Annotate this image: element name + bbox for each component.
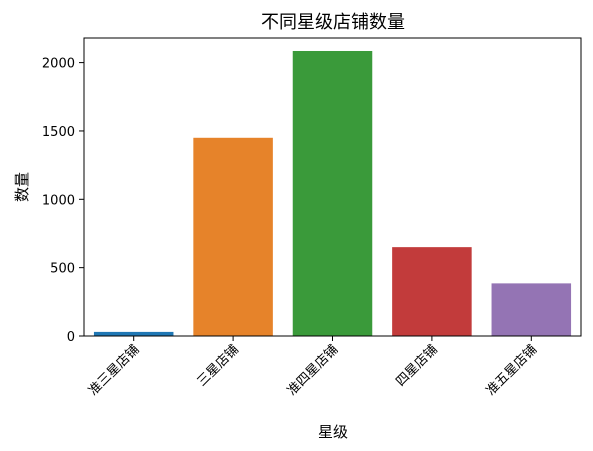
x-axis-ticks: 准三星店铺 三星店铺 准四星店铺 四星店铺 准五星店铺	[86, 336, 540, 399]
y-tick-label: 1000	[42, 193, 75, 208]
y-tick-label: 0	[67, 330, 75, 345]
chart-title: 不同星级店铺数量	[261, 12, 405, 33]
y-tick-label: 500	[50, 262, 75, 277]
bar-5	[491, 283, 572, 336]
x-tick-label: 准四星店铺	[285, 342, 342, 399]
x-tick-label: 准三星店铺	[86, 342, 143, 399]
x-tick-label: 四星店铺	[393, 342, 440, 389]
bar-3	[292, 50, 373, 337]
y-axis-ticks: 0 500 1000 1500 2000	[42, 57, 84, 345]
y-tick-label: 1500	[42, 125, 75, 140]
y-tick-label: 2000	[42, 57, 75, 72]
x-axis-label: 星级	[318, 423, 348, 441]
x-tick-label: 准五星店铺	[484, 342, 541, 399]
y-axis-label: 数量	[13, 172, 31, 202]
bars-layer	[93, 50, 572, 337]
bar-2	[193, 137, 273, 336]
x-tick-label: 三星店铺	[195, 342, 242, 389]
bar-4	[392, 247, 472, 336]
bar-1	[93, 331, 174, 336]
